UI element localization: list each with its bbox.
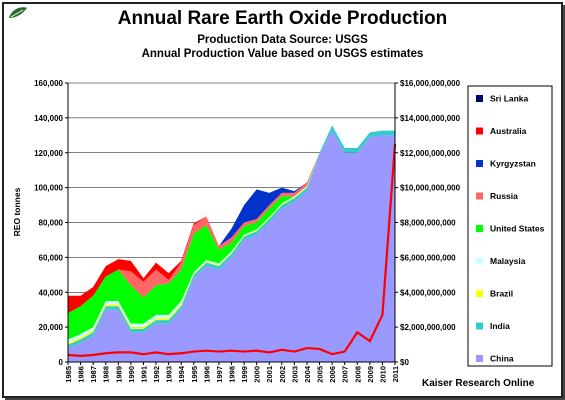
x-tick-label: 1996	[202, 366, 211, 383]
y2-tick-label: $8,000,000,000	[400, 219, 456, 228]
chart-subtitle-value: Annual Production Value based on USGS es…	[141, 48, 424, 60]
y2-tick-label: $10,000,000,000	[400, 184, 461, 193]
legend-swatch	[476, 95, 483, 102]
legend-label: Brazil	[490, 289, 513, 299]
legend-swatch	[476, 192, 483, 200]
legend-label: India	[490, 321, 510, 331]
y-tick-label: 60,000	[39, 253, 64, 262]
x-tick-label: 2001	[265, 366, 274, 383]
legend-label: Malaysia	[490, 256, 526, 266]
y2-axis-ticks: $0 $2,000,000,000 $4,000,000,000 $6,000,000…	[395, 79, 461, 367]
x-tick-label: 2008	[353, 366, 362, 383]
legend: Sri Lanka Australia Kyrgyzstan Russia United…	[467, 85, 553, 367]
x-tick-label: 2011	[391, 366, 400, 382]
y-axis-label: REO tonnes	[12, 187, 22, 236]
x-tick-label: 1994	[177, 365, 186, 383]
legend-swatch	[476, 257, 483, 265]
x-tick-label: 1992	[152, 366, 161, 383]
legend-label: Kyrgyzstan	[490, 159, 536, 169]
x-tick-label: 2006	[328, 366, 337, 383]
legend-label: Sri Lanka	[490, 94, 529, 104]
x-tick-label: 1997	[215, 366, 224, 383]
legend-swatch	[476, 322, 483, 330]
x-tick-label: 2009	[366, 366, 375, 383]
x-tick-label: 1990	[127, 366, 136, 383]
production-value-line	[67, 143, 397, 357]
y-tick-label: 100,000	[34, 184, 63, 193]
x-tick-label: 2000	[253, 366, 262, 383]
y-axis-ticks: 0 20,000 40,000 60,000 80,000 100,000 120,000 1…	[34, 79, 68, 367]
x-tick-label: 2003	[290, 366, 299, 383]
x-tick-label: 2010	[378, 366, 387, 383]
y-tick-label: 20,000	[39, 323, 64, 332]
x-tick-label: 1985	[64, 366, 73, 383]
chart-title: Annual Rare Earth Oxide Production	[117, 8, 448, 29]
y-tick-label: 80,000	[39, 219, 64, 228]
chart-subtitle-source: Production Data Source: USGS	[197, 34, 368, 46]
x-tick-label: 1989	[114, 366, 123, 383]
x-tick-label: 1999	[240, 366, 249, 383]
y2-tick-label: $16,000,000,000	[400, 79, 461, 88]
stacked-areas	[68, 125, 395, 362]
x-tick-label: 2007	[341, 366, 350, 383]
legend-label: United States	[490, 224, 545, 234]
x-tick-label: 1991	[139, 366, 148, 383]
legend-swatch	[476, 160, 483, 167]
x-tick-label: 1988	[102, 366, 111, 383]
x-tick-label: 1986	[77, 366, 86, 383]
x-tick-label: 2002	[278, 366, 287, 383]
x-tick-label: 2004	[303, 365, 312, 383]
y-tick-label: 140,000	[34, 114, 63, 123]
y-tick-label: 40,000	[39, 288, 64, 297]
legend-label: Australia	[490, 126, 527, 136]
y2-tick-label: $4,000,000,000	[400, 288, 456, 297]
legend-swatch	[476, 355, 483, 362]
y2-tick-label: $6,000,000,000	[400, 253, 456, 262]
y-tick-label: 160,000	[34, 79, 63, 88]
legend-swatch	[476, 225, 483, 232]
y-tick-label: 0	[59, 358, 64, 367]
legend-label: China	[490, 354, 514, 364]
legend-swatch	[476, 127, 483, 135]
y2-tick-label: $12,000,000,000	[400, 149, 461, 158]
value-line	[67, 143, 397, 357]
y2-tick-label: $0	[400, 358, 409, 367]
y2-tick-label: $14,000,000,000	[400, 114, 461, 123]
y-tick-label: 120,000	[34, 149, 63, 158]
x-tick-label: 1993	[165, 366, 174, 383]
legend-label: Russia	[490, 191, 518, 201]
x-tick-label: 2005	[316, 366, 325, 383]
x-tick-label: 1995	[190, 366, 199, 383]
x-tick-label: 1998	[228, 366, 237, 383]
area-china	[68, 130, 395, 362]
legend-swatch	[476, 290, 483, 297]
x-tick-label: 1987	[89, 366, 98, 383]
leaf-logo-icon	[9, 7, 27, 18]
credit-text: Kaiser Research Online	[422, 378, 535, 389]
x-axis-ticks: 1985 1986 1987 1988 1989 1990 1991 1992 1993 1994…	[64, 362, 400, 383]
y2-tick-label: $2,000,000,000	[400, 323, 456, 332]
